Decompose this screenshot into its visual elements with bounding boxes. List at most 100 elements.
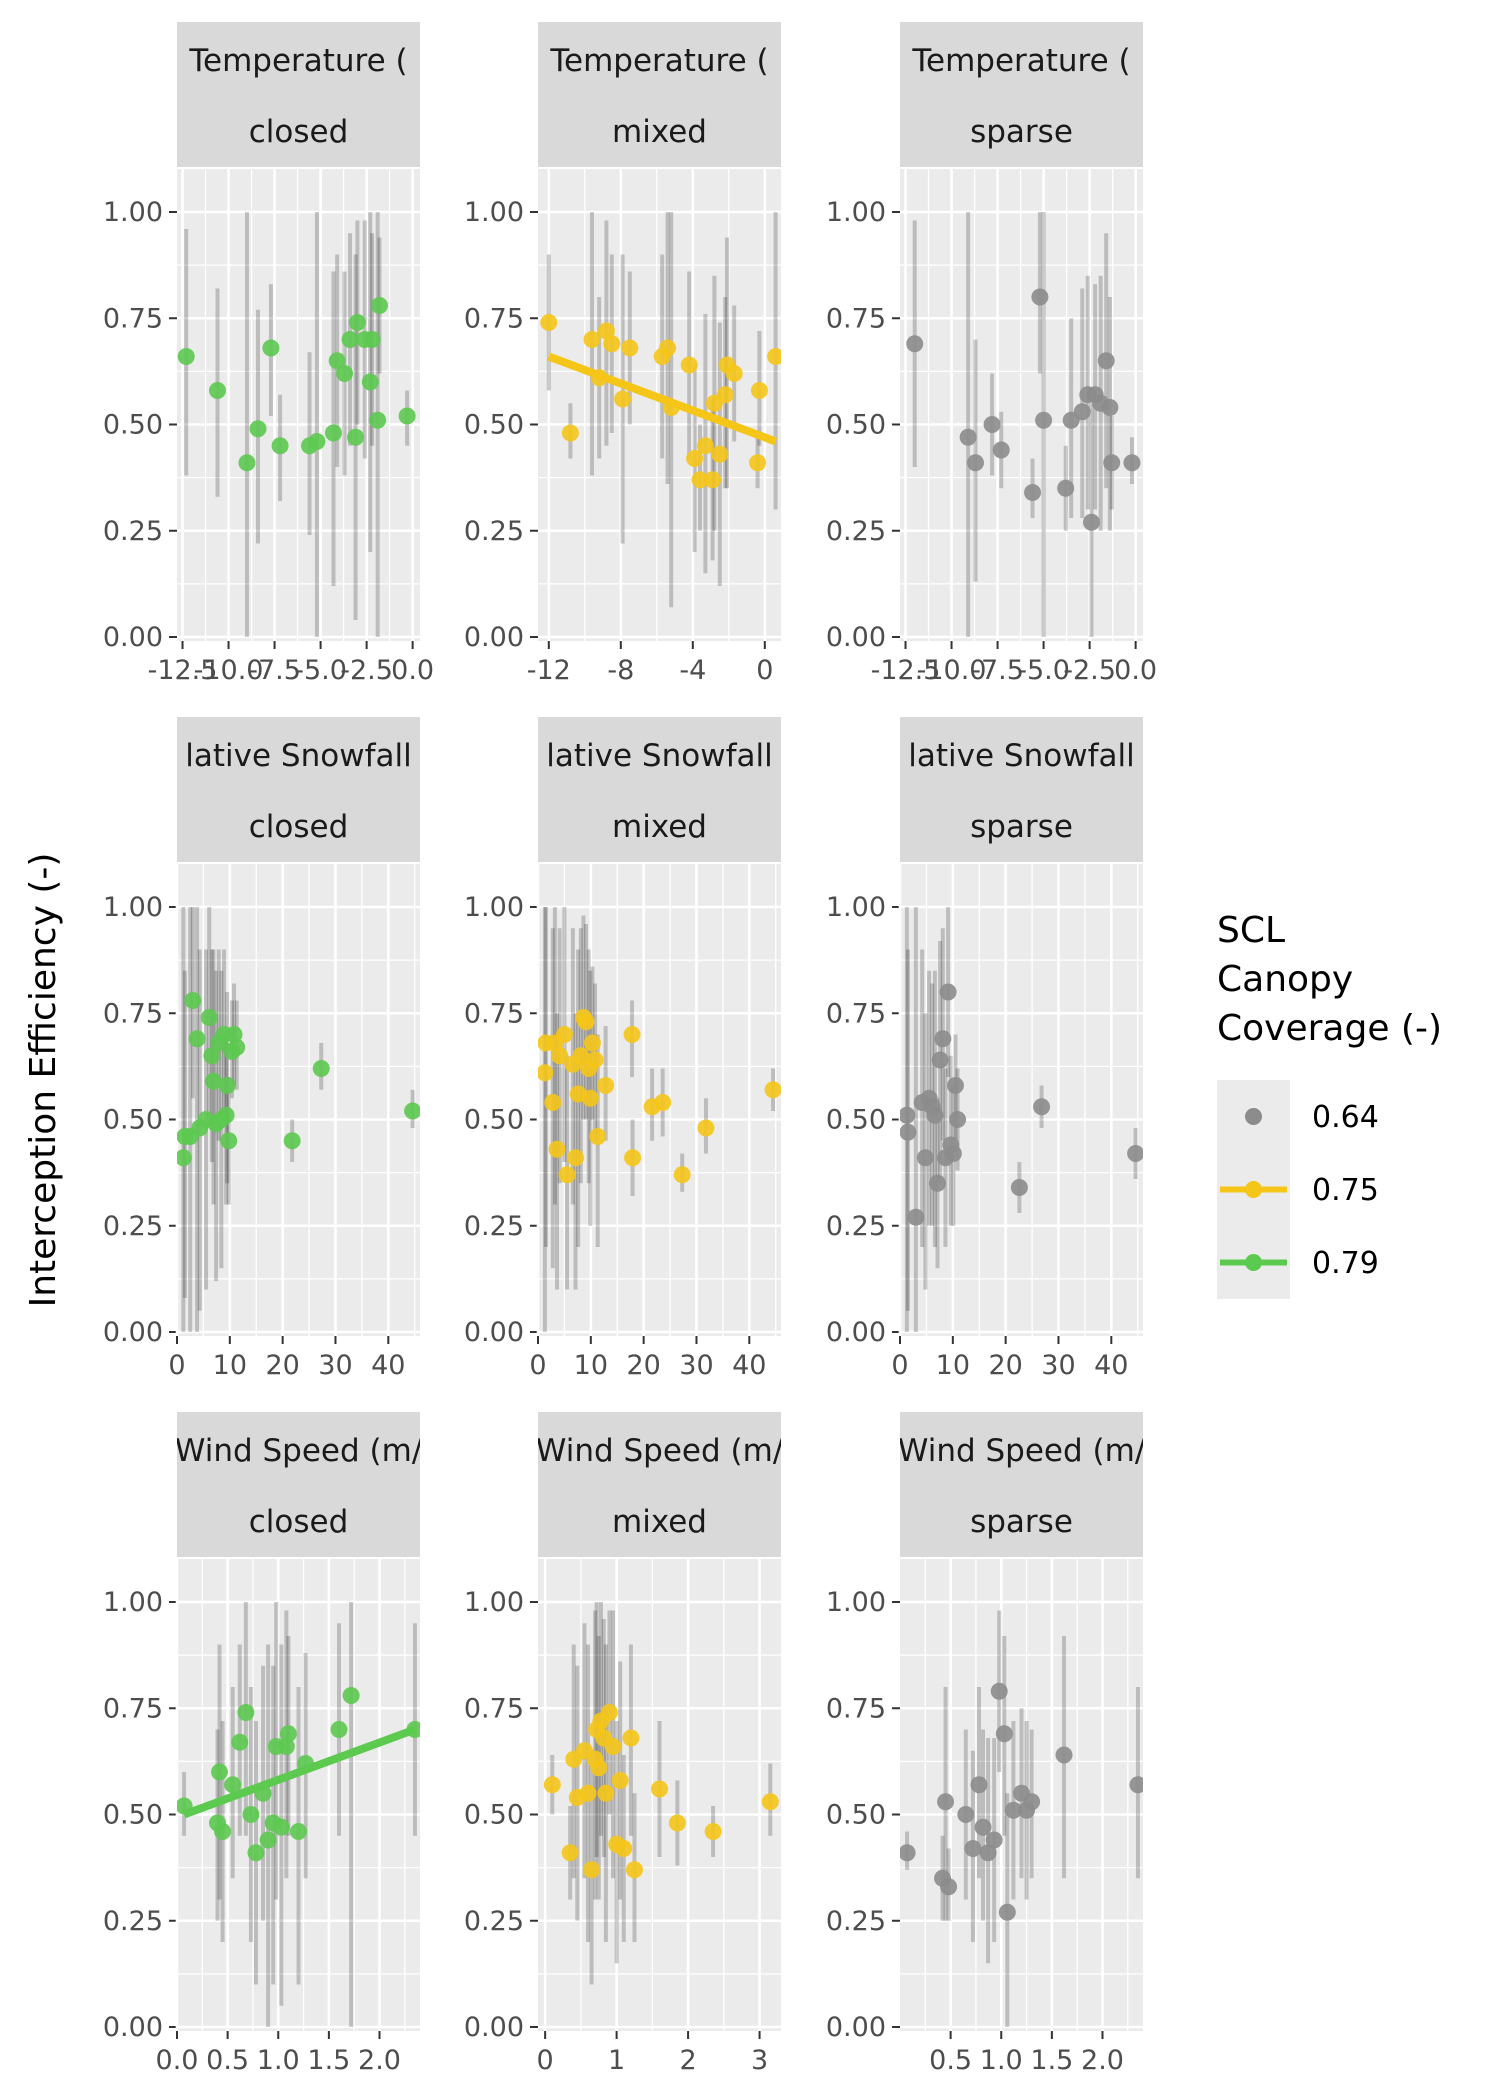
y-tick-label: 0.75: [103, 303, 163, 334]
data-point: [259, 1831, 277, 1849]
data-point: [548, 1140, 566, 1158]
data-point: [262, 339, 280, 357]
x-tick-label: 1: [608, 2045, 625, 2076]
data-point: [625, 1861, 643, 1879]
facet-strip-canopy: closed: [249, 1504, 349, 1540]
y-tick-label: 0.00: [464, 622, 524, 653]
x-tick-label: 0.0: [156, 2045, 199, 2076]
data-point: [970, 1776, 988, 1794]
panel-data-layer: [543, 1602, 779, 1985]
x-tick-label: 1.0: [257, 2045, 300, 2076]
data-point: [348, 314, 366, 331]
data-point: [398, 407, 416, 425]
data-point: [600, 1704, 618, 1721]
data-point: [704, 1823, 722, 1840]
data-point: [668, 1814, 686, 1832]
facet-strip-canopy: mixed: [612, 114, 707, 150]
data-point: [916, 1149, 934, 1167]
data-point: [184, 992, 202, 1009]
data-point: [764, 1081, 781, 1099]
facet-strip: [177, 1412, 420, 1557]
facet-strip: [900, 717, 1143, 862]
y-tick-label: 1.00: [103, 197, 163, 228]
data-point: [1101, 399, 1119, 416]
data-point: [583, 1034, 601, 1052]
facet-strip-variable: Wind Speed (m/: [536, 1433, 784, 1469]
y-tick-label: 0.75: [103, 1693, 163, 1724]
data-point: [597, 322, 615, 340]
y-tick-label: 0.75: [826, 303, 886, 334]
panel-2-mixed: Wind Speed (m/mixed 0.00 0.25 0.50 0.75 1.00 0…: [464, 1412, 784, 2076]
y-tick-label: 1.00: [103, 892, 163, 923]
facet-strip: [900, 1412, 1143, 1557]
panel-0-sparse: Temperature (sparse 0.00 0.25 0.50 0.75 1.00 -…: [826, 22, 1157, 686]
data-point: [1123, 454, 1141, 472]
data-point: [363, 331, 381, 348]
data-point: [1127, 1145, 1143, 1162]
y-tick-label: 0.25: [826, 1906, 886, 1937]
data-point: [1073, 403, 1091, 421]
data-point: [561, 424, 579, 442]
y-tick-label: 1.00: [464, 197, 524, 228]
data-point: [750, 382, 768, 399]
facet-strip: [538, 1412, 781, 1557]
data-point: [279, 1725, 297, 1743]
y-tick-label: 0.75: [103, 998, 163, 1029]
data-point: [283, 1132, 301, 1150]
facet-strip-variable: Wind Speed (m/: [175, 1433, 423, 1469]
data-point: [543, 1776, 561, 1794]
x-tick-label: -12: [527, 655, 571, 686]
data-point: [551, 1047, 569, 1065]
panel-data-layer: [900, 907, 1143, 1332]
data-point: [691, 471, 709, 489]
data-point: [929, 1174, 947, 1192]
x-tick-label: -8: [607, 655, 634, 686]
panel-data-layer: [177, 212, 416, 637]
data-point: [540, 314, 558, 331]
y-tick-label: 0.00: [826, 622, 886, 653]
y-tick-label: 0.75: [826, 1693, 886, 1724]
data-point: [604, 1738, 622, 1755]
data-point: [1103, 454, 1121, 472]
facet-strip-variable: lative Snowfall: [546, 738, 772, 774]
data-point: [597, 1784, 615, 1802]
data-point: [680, 356, 698, 374]
y-tick-label: 0.00: [826, 2012, 886, 2043]
y-tick-label: 0.00: [464, 2012, 524, 2043]
x-tick-label: 0.5: [206, 2045, 249, 2076]
panel-data-layer: [906, 212, 1141, 637]
facet-strip: [538, 717, 781, 862]
panel-grid: Temperature ( closed 0.00 0.25 0.50 0.75 1.00 -…: [103, 22, 1157, 2076]
data-point: [312, 1060, 330, 1077]
data-point: [990, 1682, 1008, 1700]
data-point: [624, 1149, 642, 1167]
data-point: [974, 1818, 992, 1836]
data-point: [579, 1784, 597, 1802]
facet-strip-variable: lative Snowfall: [908, 738, 1134, 774]
y-tick-label: 0.00: [103, 2012, 163, 2043]
legend: SCL Canopy Coverage (-) 0.64 0.75 0.79: [1217, 910, 1442, 1299]
facet-strip-variable: Temperature (: [911, 43, 1130, 79]
y-tick-label: 0.50: [103, 1105, 163, 1136]
data-point: [177, 1149, 192, 1167]
legend-key-point: [1245, 1254, 1262, 1271]
data-point: [589, 1128, 607, 1145]
data-point: [1035, 411, 1053, 429]
x-tick-label: 30: [318, 1350, 352, 1381]
plot-background: [538, 169, 781, 641]
x-tick-label: -12.5: [148, 655, 218, 686]
facet-strip-variable: Wind Speed (m/: [898, 1433, 1146, 1469]
data-point: [651, 1780, 668, 1798]
data-point: [900, 1844, 916, 1862]
legend-entry: 0.64: [1217, 1080, 1379, 1153]
y-tick-label: 1.00: [826, 197, 886, 228]
panel-data-layer: [540, 212, 781, 608]
x-tick-label: -2.5: [1063, 655, 1116, 686]
legend-entry: 0.75: [1217, 1153, 1379, 1226]
y-tick-label: 1.00: [826, 1587, 886, 1618]
data-point: [983, 416, 1001, 433]
legend-entry-label: 0.64: [1312, 1100, 1379, 1135]
y-tick-label: 0.25: [464, 1211, 524, 1242]
y-tick-label: 0.75: [826, 998, 886, 1029]
data-point: [992, 441, 1010, 459]
